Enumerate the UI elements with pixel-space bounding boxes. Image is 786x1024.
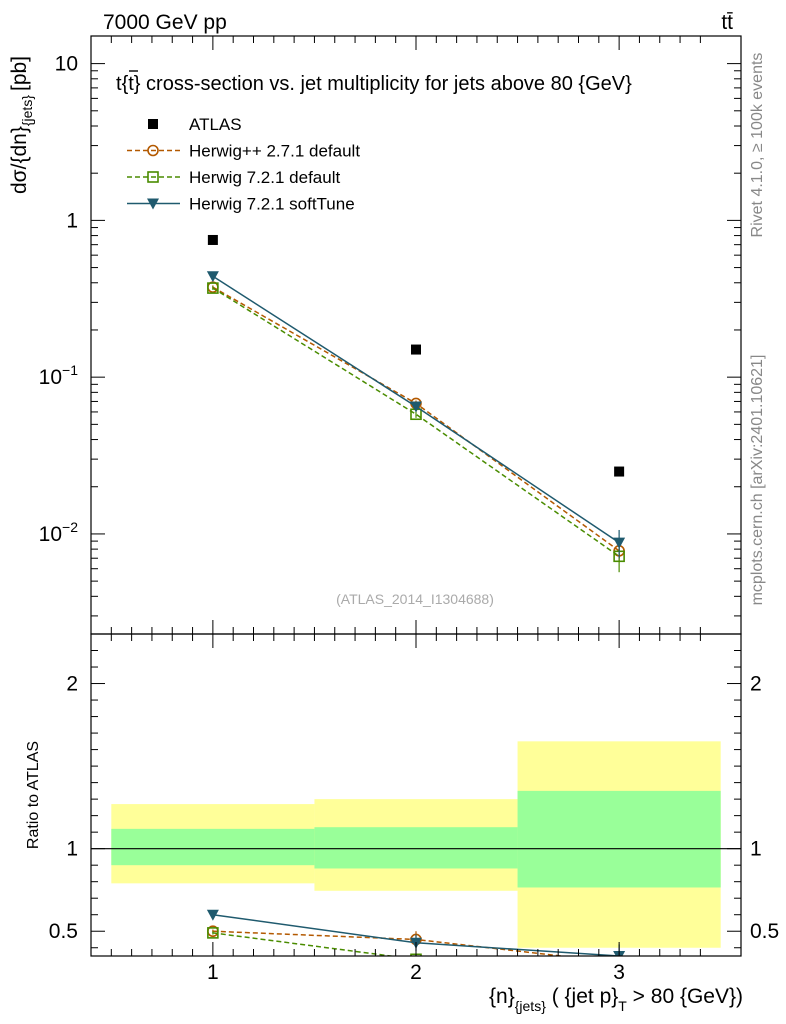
energy-label: 7000 GeV pp <box>103 11 227 34</box>
ylabel-tail: [pb] <box>8 56 31 91</box>
ratio-ytick-label-right-2: 2 <box>750 673 762 696</box>
main-point-s3-p0 <box>206 271 219 283</box>
legend-marker-0 <box>148 119 158 129</box>
ylabel-sub: {jets} <box>19 95 35 126</box>
ratio-point-s2-p0 <box>206 909 219 921</box>
main-point-s3-p1 <box>410 401 422 413</box>
ratio-bands <box>91 741 741 948</box>
main-point-s3-p2 <box>613 537 626 549</box>
main-point-s0-p1 <box>411 344 421 355</box>
legend-label-2: Herwig 7.2.1 default <box>189 168 340 187</box>
title-prefix: t <box>116 73 122 95</box>
legend-marker-3 <box>147 198 159 210</box>
main-point-s0-p2 <box>614 466 625 477</box>
legend-marker-2 <box>147 171 159 183</box>
xtick-label-1: 2 <box>410 961 422 984</box>
ratio-ylabel: Ratio to ATLAS <box>25 741 42 849</box>
main-panel-series <box>206 234 626 573</box>
main-point-s2-p0 <box>207 282 219 294</box>
ratio-band-inner-2 <box>517 790 721 888</box>
main-panel-axes: 10−2 10−1 1 10 <box>39 35 742 635</box>
legend-label-3: Herwig 7.2.1 softTune <box>189 195 355 214</box>
main-ytick-label-3: 10 <box>55 53 78 76</box>
main-ytick-label-0: 10−2 <box>39 519 79 546</box>
xtick-label-2: 3 <box>613 961 625 984</box>
ratio-ytick-label-right-1: 1 <box>750 838 762 861</box>
ratio-band-inner-1 <box>314 827 518 869</box>
main-point-s0-p0 <box>207 234 218 245</box>
main-ytick-label-1: 10−1 <box>39 362 79 389</box>
ratio-ytick-label-left-1: 1 <box>66 838 78 861</box>
x-axis-label: {n}{jets} ( {jet p}T > 80 {GeV}) <box>489 985 743 1014</box>
legend-label-0: ATLAS <box>189 115 242 134</box>
ratio-band-inner-0 <box>111 828 315 866</box>
ratio-ytick-label-left-2: 2 <box>66 673 78 696</box>
main-ylabel: dσ/{dn}{jets} [pb] <box>8 56 35 194</box>
legend: ATLAS Herwig++ 2.7.1 default Herwig 7.2.1 … <box>127 115 360 214</box>
svg-text:dσ/{dn}{jets}[pb]: dσ/{dn}{jets} [pb] <box>8 56 35 194</box>
ratio-panel-axes: 0.5 0.5 1 1 2 2 1 2 3 <box>49 633 779 984</box>
main-ytick-label-2: 1 <box>66 209 78 232</box>
ylabel-main: dσ/{dn} <box>8 126 31 194</box>
legend-label-1: Herwig++ 2.7.1 default <box>189 142 360 161</box>
legend-marker-1 <box>147 144 159 157</box>
ratio-ytick-label-left-0: 0.5 <box>49 920 78 943</box>
main-line-series-2 <box>212 287 620 557</box>
title-rest: {t} cross-section vs. jet multiplicity f… <box>122 73 633 95</box>
chart-title: t{t} cross-section vs. jet multiplicity … <box>116 73 632 95</box>
ratio-point-s1-p0 <box>207 927 219 939</box>
rivet-version-label: Rivet 4.1.0, ≥ 100k events <box>749 53 766 238</box>
analysis-watermark: (ATLAS_2014_I1304688) <box>336 591 494 607</box>
ratio-line-1 <box>212 932 397 956</box>
mcplots-label: mcplots.cern.ch [arXiv:2401.10621] <box>749 355 766 606</box>
xtick-label-0: 1 <box>207 961 219 984</box>
process-label: tt̄ <box>721 11 733 34</box>
ratio-ytick-label-right-0: 0.5 <box>750 920 779 943</box>
